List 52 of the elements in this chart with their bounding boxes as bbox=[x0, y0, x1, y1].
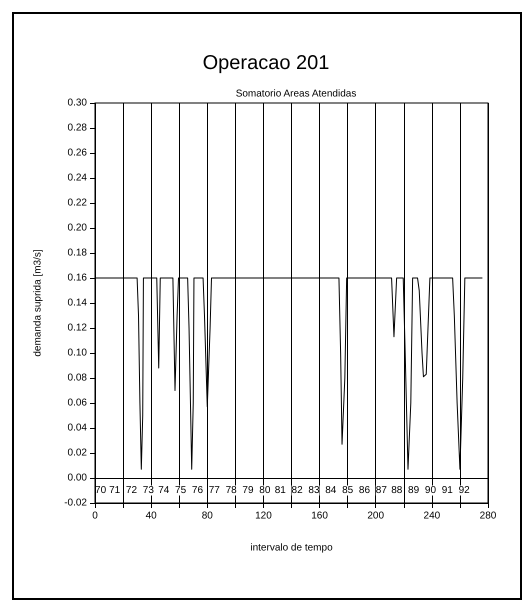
x-tick-label: 40 bbox=[146, 510, 158, 522]
annotation: 91 bbox=[442, 485, 454, 496]
x-tick-label: 280 bbox=[480, 510, 497, 522]
y-axis-title: demanda suprida [m3/s] bbox=[32, 249, 44, 357]
chart-subtitle: Somatorio Areas Atendidas bbox=[236, 88, 356, 100]
x-axis-title: intervalo de tempo bbox=[250, 542, 334, 554]
annotation: 76 bbox=[192, 485, 204, 496]
x-tick-label: 120 bbox=[255, 510, 272, 522]
annotation: 72 bbox=[126, 485, 138, 496]
y-tick-label: 0.12 bbox=[68, 322, 88, 334]
x-tick-label: 240 bbox=[424, 510, 441, 522]
annotation: 79 bbox=[242, 485, 254, 496]
annotation: 86 bbox=[358, 485, 370, 496]
annotation: 75 bbox=[175, 485, 187, 496]
y-tick-label: 0.20 bbox=[68, 222, 88, 234]
annotation: 87 bbox=[376, 485, 388, 496]
y-tick-label: 0.00 bbox=[68, 472, 88, 484]
annotation: 77 bbox=[208, 485, 220, 496]
annotation: 71 bbox=[109, 485, 121, 496]
annotation: 80 bbox=[259, 485, 271, 496]
annotation: 92 bbox=[458, 485, 470, 496]
annotation: 89 bbox=[408, 485, 420, 496]
annotation: 90 bbox=[424, 485, 436, 496]
annotation: 85 bbox=[342, 485, 354, 496]
annotation: 82 bbox=[292, 485, 304, 496]
y-tick-label: 0.24 bbox=[68, 172, 88, 184]
y-tick-label: 0.02 bbox=[68, 448, 88, 458]
y-tick-label: 0.28 bbox=[68, 122, 88, 134]
x-tick-label: 200 bbox=[367, 510, 384, 522]
y-tick-label: 0.04 bbox=[68, 422, 88, 434]
annotation: 88 bbox=[391, 485, 403, 496]
y-tick-label: 0.16 bbox=[68, 272, 88, 284]
y-tick-label: 0.30 bbox=[68, 98, 88, 108]
annotation: 74 bbox=[158, 485, 170, 496]
y-tick-label: 0.10 bbox=[68, 348, 88, 358]
y-tick-label: 0.26 bbox=[68, 148, 88, 158]
y-tick-label: 0.14 bbox=[68, 298, 88, 308]
y-tick-label: -0.02 bbox=[64, 498, 88, 508]
y-tick-label: 0.08 bbox=[68, 372, 88, 384]
annotation: 70 bbox=[95, 485, 107, 496]
annotation: 81 bbox=[274, 485, 286, 496]
y-tick-label: 0.06 bbox=[68, 398, 88, 408]
annotation: 84 bbox=[325, 485, 337, 496]
chart-title: Operacao 201 bbox=[202, 52, 330, 74]
annotation: 83 bbox=[308, 485, 320, 496]
y-tick-label: 0.22 bbox=[68, 198, 88, 208]
y-tick-label: 0.18 bbox=[68, 248, 88, 258]
annotation: 73 bbox=[142, 485, 154, 496]
annotation: 78 bbox=[226, 485, 238, 496]
x-tick-label: 0 bbox=[92, 510, 98, 522]
x-tick-label: 160 bbox=[311, 510, 328, 522]
x-tick-label: 80 bbox=[202, 510, 214, 522]
